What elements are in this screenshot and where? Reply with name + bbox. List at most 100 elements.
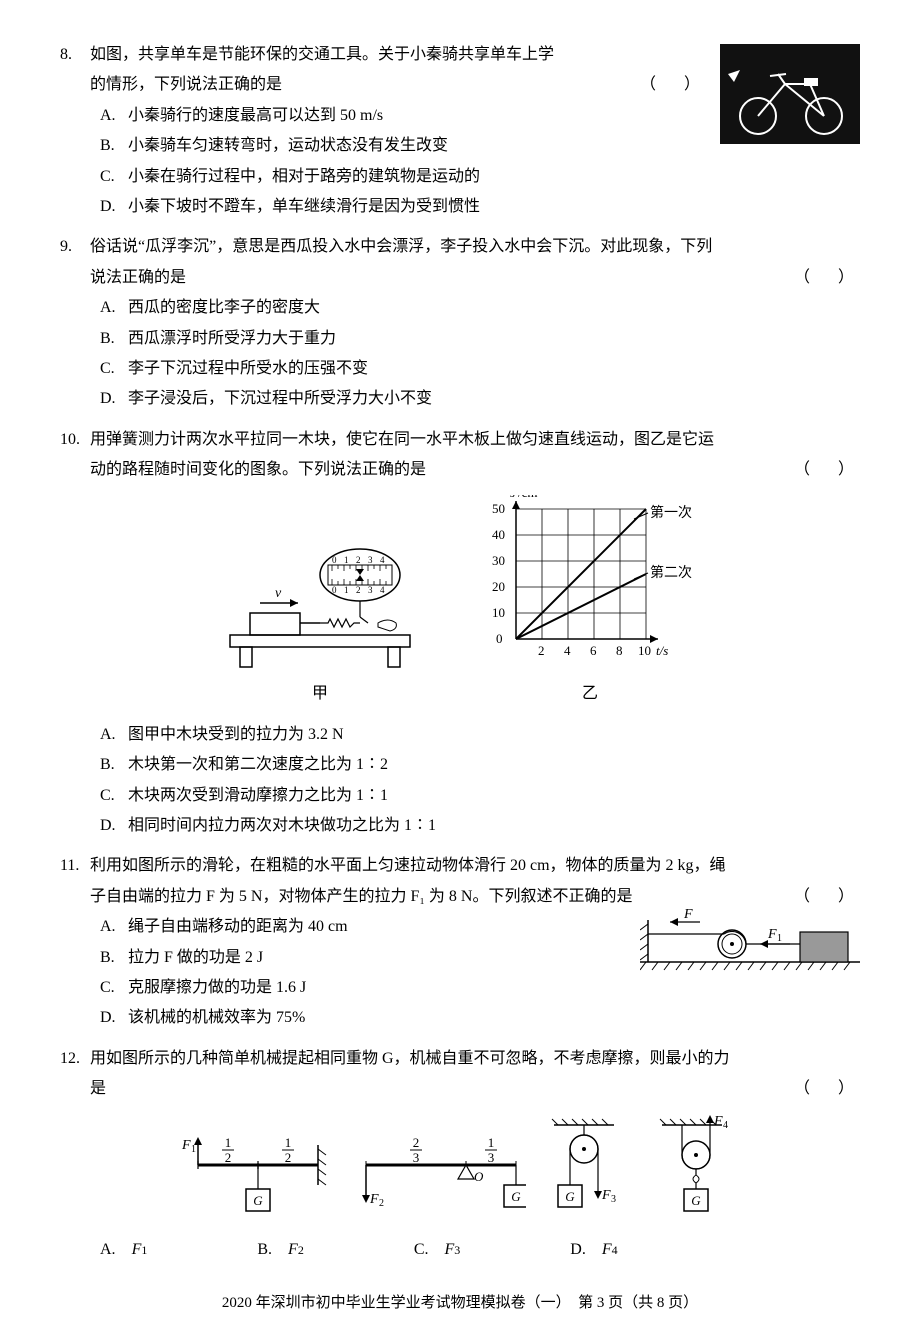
svg-text:1: 1: [225, 1135, 232, 1150]
svg-text:0: 0: [496, 631, 503, 646]
question-11: 11. 利用如图所示的滑轮，在粗糙的水平面上匀速拉动物体滑行 20 cm，物体的…: [60, 851, 860, 1033]
q8-stem-line1: 如图，共享单车是节能环保的交通工具。关于小秦骑共享单车上学: [90, 40, 706, 70]
svg-text:G: G: [511, 1189, 521, 1204]
q11-opt-b: 拉力 F 做的功是 2 J: [128, 943, 630, 973]
question-10: 10. 用弹簧测力计两次水平拉同一木块，使它在同一水平木板上做匀速直线运动，图乙…: [60, 425, 860, 842]
q11-pulley-diagram: F F 1: [640, 908, 860, 978]
svg-text:3: 3: [488, 1150, 495, 1165]
svg-text:3: 3: [611, 1194, 616, 1205]
q12-stem-line1: 用如图所示的几种简单机械提起相同重物 G，机械自重不可忽略，不考虑摩擦，则最小的…: [90, 1044, 860, 1074]
q12-diagram-2: O 23 13 F2 G: [356, 1125, 526, 1225]
svg-text:第一次: 第一次: [650, 504, 692, 521]
svg-text:s: s: [510, 495, 515, 500]
q9-stem-line2: 说法正确的是 （ ）: [90, 263, 860, 293]
q10-opt-d: 相同时间内拉力两次对木块做功之比为 1∶1: [128, 811, 860, 841]
q8-opt-d: 小秦下坡时不蹬车，单车继续滑行是因为受到惯性: [128, 192, 706, 222]
svg-text:第二次: 第二次: [650, 564, 692, 581]
q9-opt-a: 西瓜的密度比李子的密度大: [128, 293, 860, 323]
answer-paren: （ ）: [640, 70, 706, 100]
option-key: B.: [100, 943, 128, 973]
option-key: D.: [100, 192, 128, 222]
fig-label-jia: 甲: [312, 679, 328, 709]
svg-text:O: O: [474, 1169, 484, 1184]
svg-text:F: F: [767, 927, 777, 942]
q9-opt-c: 李子下沉过程中所受水的压强不变: [128, 354, 860, 384]
svg-text:1: 1: [344, 555, 349, 565]
q10-opt-c: 木块两次受到滑动摩擦力之比为 1∶1: [128, 781, 860, 811]
svg-text:/cm: /cm: [518, 495, 538, 500]
svg-text:30: 30: [492, 553, 505, 568]
option-key: A.: [100, 101, 128, 131]
q8-opt-b: 小秦骑车匀速转弯时，运动状态没有发生改变: [128, 131, 706, 161]
q12-stem-line2: 是 （ ）: [90, 1074, 860, 1104]
svg-text:2: 2: [379, 1198, 384, 1209]
svg-text:1: 1: [344, 585, 349, 595]
q9-stem-line1: 俗话说“瓜浮李沉”，意思是西瓜投入水中会漂浮，李子投入水中会下沉。对此现象，下列: [90, 232, 860, 262]
svg-text:F: F: [713, 1115, 723, 1129]
q12-number: 12.: [60, 1044, 90, 1074]
q12-opt-d: D. F4: [570, 1235, 617, 1265]
q12-opt-b: B. F2: [257, 1235, 303, 1265]
question-9: 9. 俗话说“瓜浮李沉”，意思是西瓜投入水中会漂浮，李子投入水中会下沉。对此现象…: [60, 232, 860, 414]
svg-text:G: G: [691, 1193, 701, 1208]
svg-text:2: 2: [356, 555, 361, 565]
q11-opt-d: 该机械的机械效率为 75%: [128, 1003, 860, 1033]
svg-text:4: 4: [380, 555, 385, 565]
svg-text:1: 1: [191, 1144, 196, 1155]
svg-text:3: 3: [368, 585, 373, 595]
svg-text:40: 40: [492, 527, 505, 542]
svg-text:3: 3: [368, 555, 373, 565]
q10-figure-yi: 第一次 第二次 0 10 20 30 40 50 2 4 6 8 10: [480, 495, 700, 709]
q10-opt-a: 图甲中木块受到的拉力为 3.2 N: [128, 720, 860, 750]
question-12: 12. 用如图所示的几种简单机械提起相同重物 G，机械自重不可忽略，不考虑摩擦，…: [60, 1044, 860, 1265]
svg-text:4: 4: [723, 1120, 728, 1131]
q9-opt-d: 李子浸没后，下沉过程中所受浮力大小不变: [128, 384, 860, 414]
option-key: A.: [100, 293, 128, 323]
option-key: D.: [100, 384, 128, 414]
fig-label-yi: 乙: [582, 679, 598, 709]
answer-paren: （ ）: [794, 455, 860, 485]
svg-text:F: F: [683, 908, 693, 922]
svg-text:F: F: [601, 1188, 611, 1203]
q10-stem-line1: 用弹簧测力计两次水平拉同一木块，使它在同一水平木板上做匀速直线运动，图乙是它运: [90, 425, 860, 455]
option-key: C.: [100, 354, 128, 384]
svg-text:0: 0: [332, 555, 337, 565]
svg-text:3: 3: [413, 1150, 420, 1165]
svg-text:v: v: [275, 586, 282, 601]
svg-text:6: 6: [590, 643, 597, 658]
q10-opt-b: 木块第一次和第二次速度之比为 1∶2: [128, 750, 860, 780]
option-key: D.: [100, 811, 128, 841]
q9-number: 9.: [60, 232, 90, 262]
svg-text:4: 4: [564, 643, 571, 658]
option-key: A.: [100, 912, 128, 942]
option-key: C.: [100, 973, 128, 1003]
q8-opt-c: 小秦在骑行过程中，相对于路旁的建筑物是运动的: [128, 162, 706, 192]
q10-stem-line2: 动的路程随时间变化的图象。下列说法正确的是 （ ）: [90, 455, 860, 485]
svg-text:10: 10: [492, 605, 505, 620]
svg-text:50: 50: [492, 501, 505, 516]
q8-bicycle-image: [720, 44, 860, 144]
svg-text:4: 4: [380, 585, 385, 595]
answer-paren: （ ）: [794, 1074, 860, 1104]
svg-text:2: 2: [538, 643, 545, 658]
svg-text:t/s: t/s: [656, 643, 668, 658]
svg-text:G: G: [253, 1193, 263, 1208]
q11-number: 11.: [60, 851, 90, 881]
q12-diagrams: 1 1 1. 1 2 12 12: [60, 1115, 860, 1225]
q11-opt-c: 克服摩擦力做的功是 1.6 J: [128, 973, 630, 1003]
svg-text:8: 8: [616, 643, 623, 658]
answer-paren: （ ）: [794, 263, 860, 293]
svg-text:F: F: [181, 1138, 191, 1153]
option-key: B.: [100, 324, 128, 354]
svg-text:G: G: [565, 1189, 575, 1204]
svg-text:20: 20: [492, 579, 505, 594]
option-key: A.: [100, 720, 128, 750]
svg-text:2: 2: [356, 585, 361, 595]
q10-figure-jia: v 01234 01234: [220, 535, 420, 709]
q8-opt-a: 小秦骑行的速度最高可以达到 50 m/s: [128, 101, 706, 131]
q8-number: 8.: [60, 40, 90, 70]
svg-text:F: F: [369, 1192, 379, 1207]
svg-text:0: 0: [332, 585, 337, 595]
page-footer: 2020 年深圳市初中毕业生学业考试物理模拟卷（一） 第 3 页（共 8 页）: [60, 1289, 860, 1318]
svg-text:1: 1: [777, 933, 782, 944]
